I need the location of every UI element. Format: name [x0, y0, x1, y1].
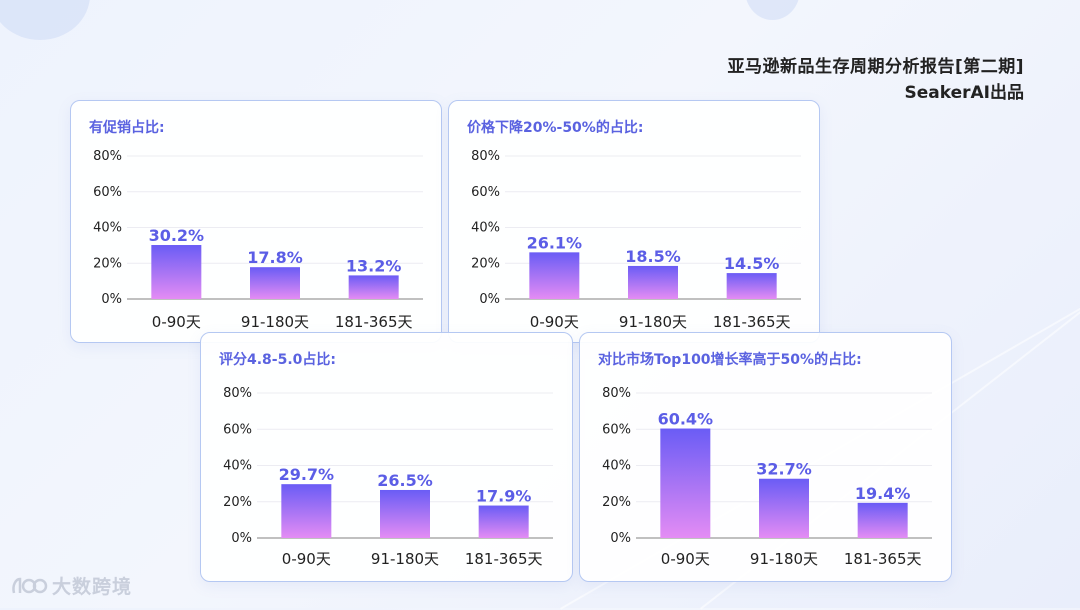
y-tick-label: 20% — [223, 495, 252, 510]
y-tick-label: 80% — [93, 149, 122, 164]
x-category-label: 0-90天 — [661, 550, 710, 568]
data-label: 60.4% — [658, 410, 714, 429]
bar-chart: 0% 20% 40% 60% 80% 60.4% 0-90天 32.7% 91-180天 19.4… — [602, 386, 932, 568]
data-label: 19.4% — [855, 484, 911, 503]
x-category-label: 91-180天 — [241, 313, 309, 331]
chart-card-rating: 评分4.8-5.0占比: 0% 20% 40% 60% 80% 29.7% 0-90天 26.… — [200, 332, 573, 582]
y-tick-label: 80% — [471, 149, 500, 164]
bar — [726, 273, 777, 299]
y-tick-label: 20% — [93, 256, 122, 271]
x-category-label: 0-90天 — [152, 313, 201, 331]
y-tick-label: 0% — [231, 531, 252, 546]
report-subtitle: SeakerAI出品 — [904, 83, 1025, 103]
chart-title: 对比市场Top100增长率高于50%的占比: — [598, 352, 862, 368]
bar-chart: 0% 20% 40% 60% 80% 30.2% 0-90天 17.8% 91-180天 13.2… — [93, 149, 423, 331]
y-tick-label: 40% — [602, 459, 631, 474]
bar — [628, 265, 678, 299]
y-tick-label: 60% — [471, 185, 500, 200]
y-tick-label: 60% — [223, 422, 252, 437]
data-label: 17.9% — [476, 487, 532, 506]
bar — [151, 245, 202, 299]
x-category-label: 181-365天 — [465, 550, 543, 568]
y-tick-label: 0% — [101, 292, 122, 307]
bar — [660, 428, 711, 538]
data-label: 13.2% — [346, 256, 402, 275]
data-label: 32.7% — [756, 460, 812, 479]
x-category-label: 181-365天 — [335, 313, 413, 331]
y-tick-label: 40% — [93, 221, 122, 236]
chart-title: 有促销占比: — [89, 120, 165, 136]
bar-chart: 0% 20% 40% 60% 80% 29.7% 0-90天 26.5% 91-180天 17.9… — [223, 386, 553, 568]
bar — [759, 478, 809, 538]
chart-card-growth: 对比市场Top100增长率高于50%的占比: 0% 20% 40% 60% 80% 60.… — [579, 332, 952, 582]
y-tick-label: 40% — [471, 221, 500, 236]
data-label: 14.5% — [724, 254, 780, 273]
x-category-label: 0-90天 — [530, 313, 579, 331]
data-label: 18.5% — [625, 247, 681, 266]
bar — [281, 484, 332, 538]
y-tick-label: 0% — [610, 531, 631, 546]
data-label: 26.5% — [377, 471, 433, 490]
chart-card-promotion: 有促销占比: 0% 20% 40% 60% 80% 30.2% 0-90天 17.8% 91-1… — [70, 100, 442, 343]
background-circle-left — [0, 0, 90, 40]
bar — [478, 505, 529, 538]
x-category-label: 181-365天 — [844, 550, 922, 568]
report-header: 亚马逊新品生存周期分析报告[第二期] SeakerAI出品 — [727, 54, 1024, 106]
chart-title: 评分4.8-5.0占比: — [219, 352, 337, 368]
bar-chart: 0% 20% 40% 60% 80% 26.1% 0-90天 18.5% 91-180天 14.5… — [471, 149, 801, 331]
bar — [529, 252, 580, 299]
x-category-label: 91-180天 — [371, 550, 439, 568]
brand-logo-text: 大数跨境 — [52, 576, 133, 598]
y-tick-label: 20% — [471, 256, 500, 271]
x-category-label: 91-180天 — [619, 313, 687, 331]
y-tick-label: 80% — [602, 386, 631, 401]
data-label: 29.7% — [279, 465, 335, 484]
data-label: 30.2% — [149, 226, 205, 245]
bar — [348, 275, 399, 299]
data-label: 26.1% — [527, 233, 583, 252]
report-title: 亚马逊新品生存周期分析报告[第二期] — [727, 57, 1024, 77]
data-label: 17.8% — [247, 248, 303, 267]
y-tick-label: 80% — [223, 386, 252, 401]
background-circle-right — [745, 0, 800, 20]
y-tick-label: 40% — [223, 459, 252, 474]
brand-logo: 大数跨境 — [10, 572, 132, 599]
bar — [857, 502, 908, 538]
y-tick-label: 60% — [93, 185, 122, 200]
x-category-label: 91-180天 — [750, 550, 818, 568]
x-category-label: 0-90天 — [282, 550, 331, 568]
chart-title: 价格下降20%-50%的占比: — [467, 120, 644, 136]
chart-card-price-drop: 价格下降20%-50%的占比: 0% 20% 40% 60% 80% 26.1% 0-90天… — [448, 100, 820, 343]
y-tick-label: 0% — [479, 292, 500, 307]
y-tick-label: 20% — [602, 495, 631, 510]
bar — [380, 489, 430, 538]
brand-logo-icon — [12, 577, 48, 593]
x-category-label: 181-365天 — [713, 313, 791, 331]
bar — [250, 267, 300, 299]
y-tick-label: 60% — [602, 422, 631, 437]
